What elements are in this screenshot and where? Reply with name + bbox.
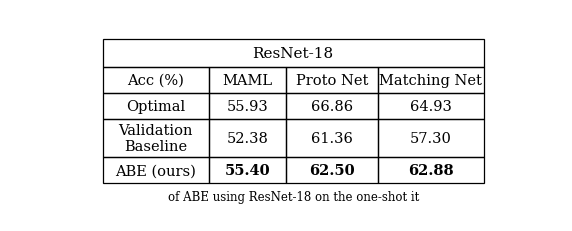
Text: Matching Net: Matching Net [379,74,482,88]
Bar [209,158,286,183]
Text: 57.30: 57.30 [410,131,452,145]
Bar [102,119,209,158]
Text: 52.38: 52.38 [227,131,268,145]
Text: 55.40: 55.40 [224,164,270,177]
Text: 66.86: 66.86 [311,100,353,113]
Bar [286,158,378,183]
Text: ResNet-18: ResNet-18 [253,47,333,61]
Bar [102,68,209,94]
Bar [209,119,286,158]
Bar [286,68,378,94]
Bar [378,119,484,158]
Text: ABE (ours): ABE (ours) [115,164,196,177]
Bar [378,68,484,94]
Text: 64.93: 64.93 [410,100,452,113]
Bar [102,94,209,119]
Text: 62.50: 62.50 [309,164,355,177]
Text: of ABE using ResNet-18 on the one-shot it: of ABE using ResNet-18 on the one-shot i… [168,191,419,204]
Text: Validation
Baseline: Validation Baseline [118,123,193,153]
Bar [286,119,378,158]
Bar [209,68,286,94]
Bar [378,158,484,183]
Bar [102,158,209,183]
Bar [102,40,484,68]
Text: Proto Net: Proto Net [296,74,368,88]
Text: Acc (%): Acc (%) [127,74,184,88]
Bar [378,94,484,119]
Text: MAML: MAML [223,74,272,88]
Text: 61.36: 61.36 [311,131,353,145]
Text: Optimal: Optimal [126,100,185,113]
Text: 55.93: 55.93 [227,100,268,113]
Bar [209,94,286,119]
Text: 62.88: 62.88 [408,164,454,177]
Bar [286,94,378,119]
